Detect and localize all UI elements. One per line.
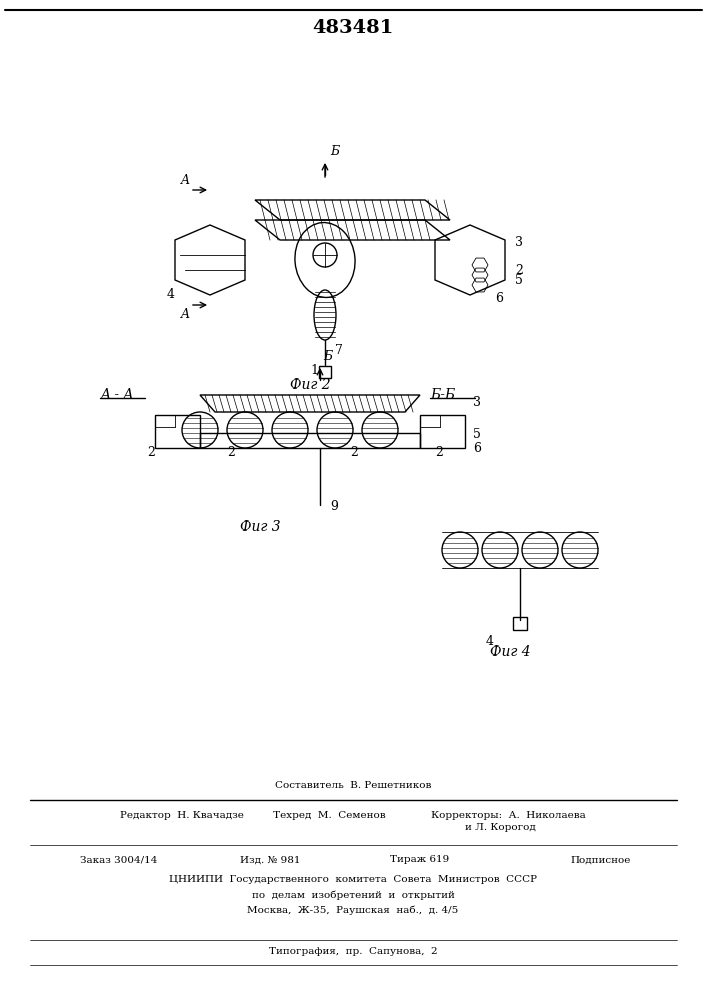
Text: 2: 2	[515, 263, 523, 276]
Text: 4: 4	[167, 288, 175, 302]
Text: 3: 3	[473, 396, 481, 410]
Text: и Л. Корогод: и Л. Корогод	[464, 824, 535, 832]
Text: Редактор  Н. Квачадзе         Техред  М.  Семенов              Корректоры:  А.  : Редактор Н. Квачадзе Техред М. Семенов К…	[120, 810, 586, 820]
Text: 6: 6	[473, 442, 481, 454]
Text: Фиг 2: Фиг 2	[290, 378, 330, 392]
Bar	[319, 366, 331, 378]
Text: 3: 3	[515, 235, 523, 248]
Text: 2: 2	[147, 446, 155, 460]
Text: A: A	[180, 174, 189, 187]
Bar	[513, 617, 527, 630]
Text: Типография,  пр.  Сапунова,  2: Типография, пр. Сапунова, 2	[269, 948, 438, 956]
Text: 6: 6	[495, 292, 503, 304]
Text: Б: Б	[330, 145, 339, 158]
Text: ЦНИИПИ  Государственного  комитета  Совета  Министров  СССР: ЦНИИПИ Государственного комитета Совета …	[169, 876, 537, 884]
Text: A - A: A - A	[100, 388, 134, 402]
Text: Составитель  В. Решетников: Составитель В. Решетников	[275, 780, 431, 790]
Text: 2: 2	[435, 446, 443, 460]
Text: по  делам  изобретений  и  открытий: по делам изобретений и открытий	[252, 890, 455, 900]
Text: 4: 4	[486, 635, 494, 648]
Text: 483481: 483481	[312, 19, 394, 37]
Text: Б-Б: Б-Б	[430, 388, 455, 402]
Text: 7: 7	[335, 344, 343, 357]
Text: Фиг 4: Фиг 4	[490, 645, 530, 659]
Text: A: A	[180, 308, 189, 321]
Text: Б: Б	[323, 350, 332, 363]
Bar	[200, 433, 420, 448]
Text: 9: 9	[330, 500, 338, 514]
Text: 5: 5	[473, 428, 481, 442]
Text: Тираж 619: Тираж 619	[390, 856, 449, 864]
Text: Изд. № 981: Изд. № 981	[240, 856, 300, 864]
Text: 5: 5	[515, 273, 523, 286]
Text: 2: 2	[350, 446, 358, 460]
Text: 2: 2	[227, 446, 235, 460]
Text: Заказ 3004/14: Заказ 3004/14	[80, 856, 158, 864]
Text: Подписное: Подписное	[570, 856, 631, 864]
Text: 1: 1	[310, 363, 318, 376]
Text: Фиг 3: Фиг 3	[240, 520, 280, 534]
Text: Москва,  Ж-35,  Раушская  наб.,  д. 4/5: Москва, Ж-35, Раушская наб., д. 4/5	[247, 905, 459, 915]
